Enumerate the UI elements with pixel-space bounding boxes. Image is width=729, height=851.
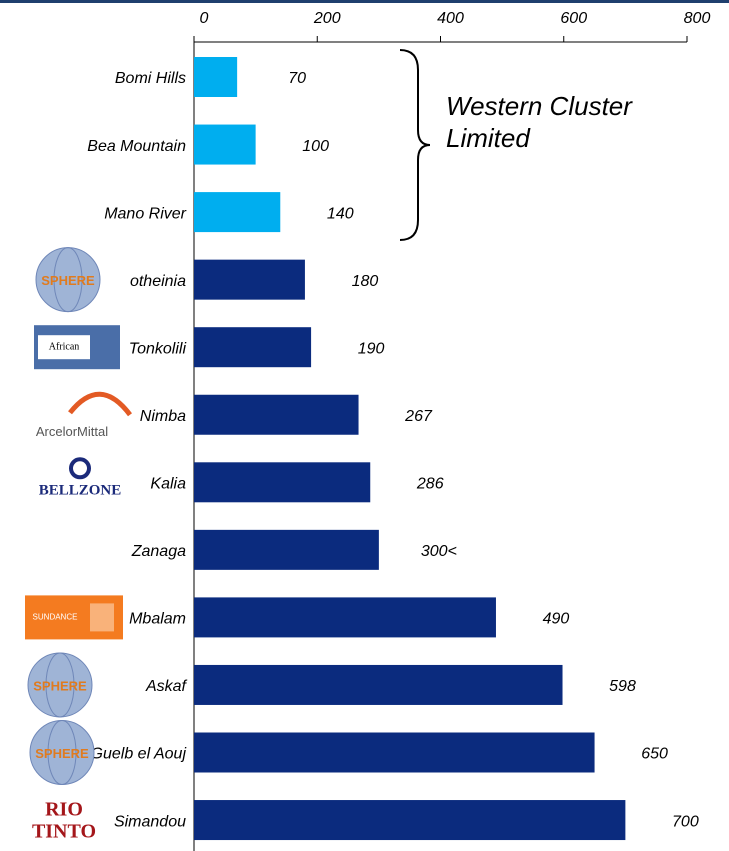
logo-text: ArcelorMittal xyxy=(36,424,108,439)
bar xyxy=(194,327,312,368)
value-label: 650 xyxy=(641,746,668,763)
value-label: 700 xyxy=(672,813,699,830)
category-label: Zanaga xyxy=(131,543,186,560)
bar xyxy=(194,57,238,97)
bar xyxy=(194,732,595,773)
x-tick-label: 600 xyxy=(560,10,587,27)
category-label: Bomi Hills xyxy=(115,70,186,87)
value-label: 598 xyxy=(609,678,636,695)
category-label: Kalia xyxy=(150,476,186,493)
logo-bg xyxy=(20,422,130,443)
logo-box xyxy=(38,335,90,360)
brace xyxy=(399,49,431,241)
logo-text: BELLZONE xyxy=(39,483,122,499)
value-label: 180 xyxy=(352,273,379,290)
bar xyxy=(194,259,305,300)
value-label: 286 xyxy=(416,476,444,493)
logo-globe xyxy=(45,652,75,718)
bar xyxy=(194,664,563,705)
logo-icon xyxy=(69,457,91,480)
value-label: 267 xyxy=(404,408,433,425)
x-tick-label: 400 xyxy=(437,10,464,27)
value-label: 490 xyxy=(543,611,570,628)
value-label: 100 xyxy=(302,138,329,155)
logo-arc xyxy=(68,391,132,417)
logo-globe xyxy=(47,720,77,785)
x-tick-label: 800 xyxy=(684,10,711,27)
x-tick-label: 0 xyxy=(200,10,209,27)
x-tick-label: 200 xyxy=(313,10,341,27)
bar xyxy=(194,124,256,165)
category-label: Tonkolili xyxy=(129,340,187,357)
logo-text: SPHERE xyxy=(33,678,87,693)
value-label: 140 xyxy=(327,205,354,222)
logo-globe xyxy=(53,247,83,313)
logo-box xyxy=(90,603,114,632)
category-label: Mbalam xyxy=(129,611,186,628)
bar xyxy=(194,800,626,841)
category-label: Simandou xyxy=(114,813,186,830)
value-label: 70 xyxy=(288,70,306,87)
annotation: Limited xyxy=(446,123,531,153)
bar xyxy=(194,394,359,435)
logo-text: SPHERE xyxy=(41,273,95,288)
value-label: 300< xyxy=(421,543,457,560)
logo-text: African xyxy=(49,341,80,352)
logo-text: RIO xyxy=(45,799,83,821)
bar xyxy=(194,597,496,638)
category-label: Guelb el Aouj xyxy=(91,746,187,763)
category-label: otheinia xyxy=(130,273,186,290)
top-border xyxy=(0,0,729,3)
category-label: Bea Mountain xyxy=(87,138,186,155)
logo-text: TINTO xyxy=(32,821,96,843)
bar xyxy=(194,529,379,570)
category-label: Askaf xyxy=(145,678,188,695)
bar xyxy=(194,462,371,503)
bar xyxy=(194,192,281,233)
category-label: Mano River xyxy=(104,205,186,222)
category-label: Nimba xyxy=(140,408,186,425)
annotation: Western Cluster xyxy=(446,91,633,121)
value-label: 190 xyxy=(358,340,385,357)
logo-text: SPHERE xyxy=(35,746,89,761)
logo-text: SUNDANCE xyxy=(33,613,78,622)
logo-bg xyxy=(18,798,110,845)
